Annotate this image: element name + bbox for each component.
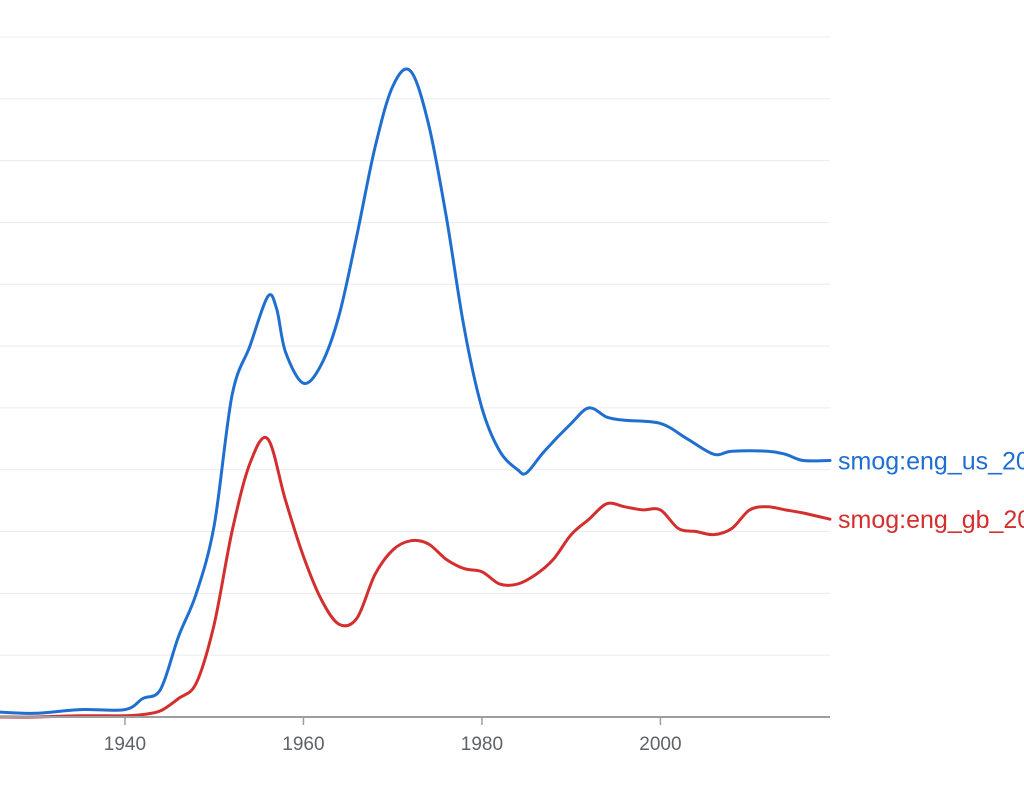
x-tick-label: 1960 [282,734,324,755]
grid-lines [0,36,830,656]
series-labels: smog:eng_us_2019 smog:eng_gb_2019 [838,447,1024,534]
series-lines [0,67,832,719]
series-label-gb: smog:eng_gb_2019 [838,506,1024,534]
x-tick-label: 2000 [639,734,681,755]
series-line-gb [0,435,832,719]
x-tick-label: 1980 [461,734,503,755]
x-axis-ticks: 1940 1960 1980 2000 [104,717,682,755]
x-tick-label: 1940 [104,734,146,755]
series-line-us [0,67,832,715]
series-label-us: smog:eng_us_2019 [838,447,1024,475]
